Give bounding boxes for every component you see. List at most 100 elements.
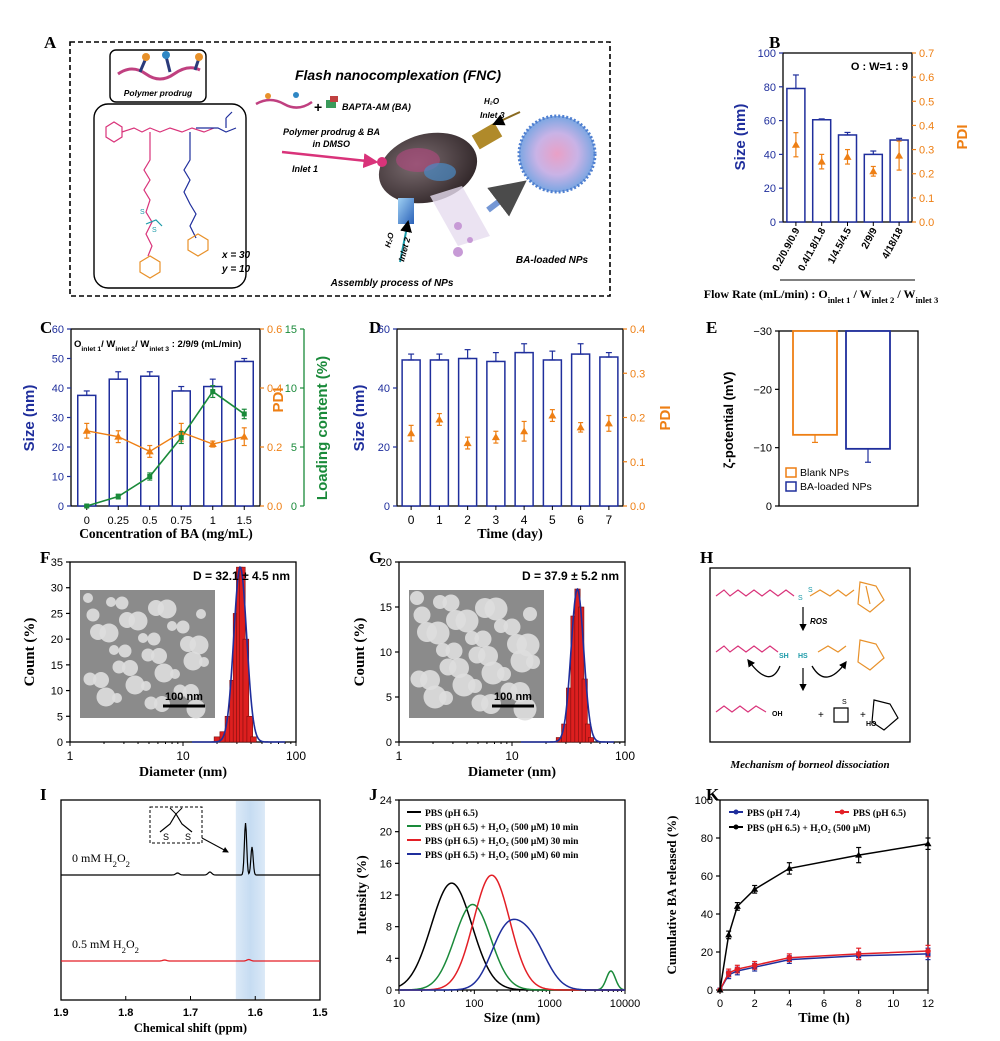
y-tick-label: 0.4 [267,383,282,395]
y3-axis-title: Loading content (%) [314,356,331,500]
y-tick-label: 35 [51,557,63,569]
inlet2-arrow [399,220,412,263]
y-tick-label: 10 [285,383,297,395]
y-tick-label: 0.0 [919,217,934,229]
prodrug-mini-icon [255,98,313,109]
panel-letter-h: H [700,548,713,567]
y-tick-label: 50 [52,354,64,366]
y-tick-label: 40 [764,149,776,161]
x-tick-label: 6 [577,513,584,527]
oh-label: OH [772,711,783,718]
tem-particle [112,660,126,674]
panel-letter: F [40,548,50,567]
y-tick-label: 0.5 [919,96,934,108]
y-tick-label: 0.2 [630,413,645,425]
ba-molecule-icon [330,96,338,102]
y-tick-label: 4 [386,953,392,965]
pdi-marker [407,429,416,437]
histogram-bar [246,715,253,743]
text-segment: O [117,851,126,865]
highlight-band [235,801,265,999]
pdi-marker [240,432,249,440]
legend-label: PBS (pH 7.4) [747,808,800,819]
panel-h: H S S SH HS ROS OH + S + HO Mechanism of… [700,548,911,771]
panel-a-frame [69,41,611,297]
y-tick-label: 100 [758,48,776,60]
y-tick-label: 0.2 [919,169,934,181]
size-bar [811,119,832,223]
y-tick-label: 0 [386,985,392,997]
pdi-marker [895,151,904,159]
prodrug-label: Polymer prodrug [124,88,193,98]
scale-bar-label: 100 nm [165,691,203,703]
tem-particle [442,594,460,612]
x-tick-label: 10 [393,998,405,1010]
tem-particle [109,645,119,655]
tem-particle [196,609,206,619]
tem-particle [173,684,187,698]
inlet1-port-icon [377,157,387,167]
series-label-05mm: 0.5 mM H2O2 [72,937,139,955]
inset-atom-label: S [185,832,191,842]
panel-letter: K [706,785,720,804]
y-tick-label: 0.4 [630,324,645,336]
y-tick-label: 0 [291,501,297,513]
y-tick-label: 0 [58,501,64,513]
y-tick-label: 0 [384,501,390,513]
text-segment: 0.5 mM H [72,937,122,951]
mechanism-caption: Mechanism of borneol dissociation [729,759,889,771]
pdi-marker [843,152,852,160]
x-axis-title: Size (nm) [484,1011,541,1026]
tem-particle [183,651,203,671]
inset-methyl [175,807,183,815]
tem-particle [144,696,158,710]
x-tick-label: 3 [493,513,500,527]
release-marker [751,885,759,892]
plus-label: + [860,710,866,721]
tem-particle [523,607,537,621]
y-tick-label: 10 [380,647,392,659]
y-tick-label: 20 [380,557,392,569]
y-tick-label: 16 [380,858,392,870]
histogram-bar [584,723,591,743]
pdi-marker [208,440,217,448]
tem-particle [154,663,174,683]
ba-molecule-icon [326,100,336,108]
legend-marker [733,824,739,830]
y-tick-label: 20 [380,827,392,839]
tem-particle [452,673,476,697]
pdi-marker [817,157,826,165]
loading-marker [241,411,247,417]
y-value-label: y = 10 [221,264,251,275]
plus-label: + [818,710,824,721]
x-tick-label: 1 [210,515,216,527]
legend-label: PBS (pH 6.5) + H₂O₂ (500 μM) 10 min [425,822,579,833]
tem-particle [513,697,537,721]
ba-label: BAPTA-AM (BA) [342,102,411,112]
dls-series-line [398,882,625,991]
pdi-marker [114,432,123,440]
tem-particle [180,636,196,652]
y-tick-label: 0 [766,501,772,513]
tem-particle [436,643,450,657]
chart-i: I 1.9 1.8 1.7 1.6 1.5 Chemical shift (ppm) 0 mM… [40,785,328,1035]
tem-particle [147,632,161,646]
y-tick-label: 80 [701,833,713,845]
y-tick-label: 30 [52,413,64,425]
pdi-marker [869,167,878,175]
histogram-bar [242,638,250,743]
loading-marker [147,474,153,479]
nanoparticle-corona-icon [517,114,597,194]
mechanism-structures [715,581,899,731]
ros-label: ROS [810,617,828,626]
y-tick-label: 80 [764,82,776,94]
panel-a: A Polymer prodrug S S x = 30 y = 10 Flas… [44,33,611,297]
zeta-bar [792,330,838,436]
drug-bead-icon [195,53,203,61]
zeta-bar [845,330,891,450]
x-tick-label: 0.75 [171,515,192,527]
chart-b: B 0 20 40 60 80 100 0.0 0.1 0.2 0.3 0.4 0.5 0.6 0.7 O :… [704,33,971,305]
tem-particle [118,644,132,658]
